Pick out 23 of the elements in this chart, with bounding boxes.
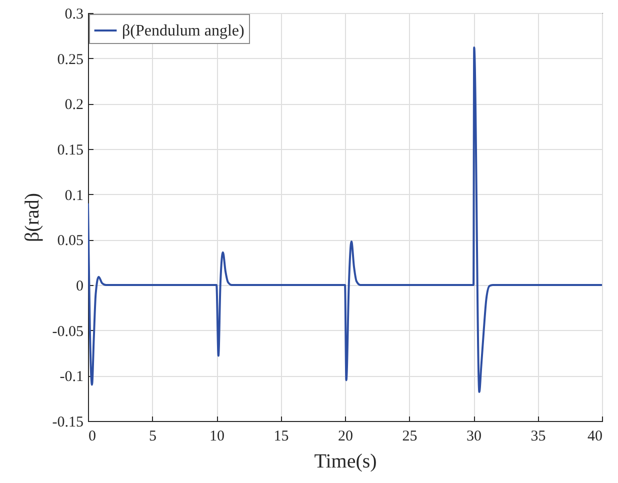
x-tick-label: 10 — [210, 428, 224, 444]
y-tick-label: 0.3 — [64, 6, 84, 22]
y-tick-label: 0.15 — [57, 142, 84, 158]
x-tick-label: 25 — [402, 428, 418, 444]
x-axis-title: Time(s) — [314, 450, 377, 472]
x-tick-label: 35 — [530, 428, 546, 444]
y-tick-label: 0 — [76, 278, 84, 294]
y-tick-label: 0.1 — [64, 188, 84, 204]
x-tick-label: 30 — [466, 428, 482, 444]
y-tick-label: 0.05 — [57, 233, 84, 250]
x-tick-label: 5 — [149, 428, 156, 444]
x-tick-label: 40 — [588, 428, 602, 444]
y-tick-label: 0.2 — [64, 97, 84, 114]
x-tick-label: 15 — [274, 428, 289, 444]
y-axis-title: β(rad) — [21, 192, 44, 242]
y-tick-label: 0.25 — [57, 52, 84, 68]
y-tick-label: -0.15 — [52, 414, 84, 430]
legend-label: β(Pendulum angle) — [122, 22, 244, 40]
x-tick-label: 0 — [88, 428, 96, 444]
line-series — [88, 46, 602, 393]
y-tick-label: -0.1 — [60, 369, 84, 386]
y-tick-label: -0.05 — [52, 324, 84, 340]
x-tick-label: 20 — [338, 428, 353, 444]
